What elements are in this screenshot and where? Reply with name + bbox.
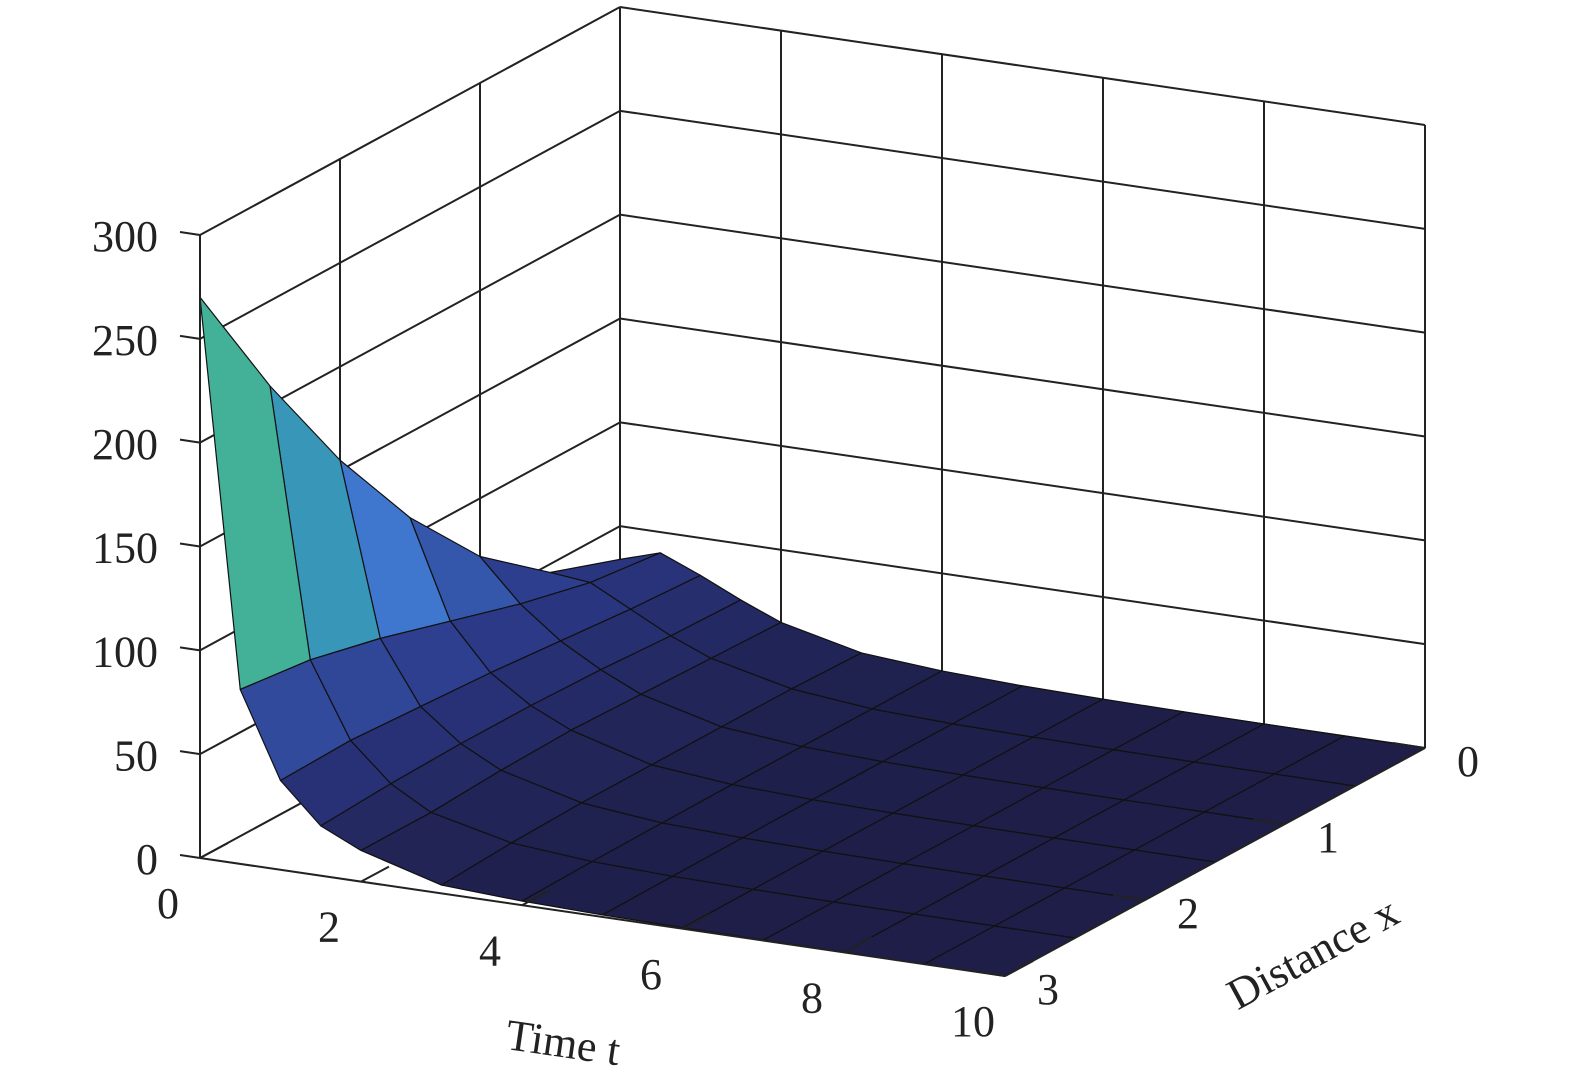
surface bbox=[199, 296, 1426, 977]
z-tick-label: 250 bbox=[92, 316, 158, 365]
walls bbox=[199, 6, 1426, 859]
grid-line bbox=[619, 317, 1426, 438]
z-tick-label: 300 bbox=[92, 212, 158, 261]
z-tick bbox=[179, 750, 201, 756]
x-axis-label: Time t bbox=[503, 1010, 623, 1075]
x-tick-label: 8 bbox=[801, 973, 823, 1022]
grid-line bbox=[619, 109, 1426, 230]
z-tick bbox=[179, 854, 201, 859]
y-axis-label: Distance x bbox=[1219, 887, 1407, 1019]
y-tick bbox=[1252, 818, 1286, 825]
x-tick-label: 0 bbox=[157, 879, 179, 928]
z-tick-label: 150 bbox=[92, 524, 158, 573]
x-tick bbox=[199, 842, 229, 859]
x-tick bbox=[843, 936, 873, 954]
z-tick bbox=[179, 542, 201, 548]
y-tick bbox=[1112, 894, 1146, 901]
y-tick bbox=[1392, 742, 1426, 749]
grid-line bbox=[619, 6, 1426, 126]
z-tick-label: 50 bbox=[114, 731, 158, 780]
z-tick bbox=[179, 646, 201, 652]
x-tick bbox=[360, 865, 390, 883]
y-axis-line bbox=[1004, 747, 1426, 977]
grid-line bbox=[619, 525, 1426, 646]
y-tick-label: 0 bbox=[1457, 737, 1479, 786]
y-tick bbox=[972, 970, 1006, 977]
x-axis-line bbox=[199, 857, 1006, 977]
y-tick-label: 3 bbox=[1037, 965, 1059, 1014]
grid-line bbox=[199, 109, 621, 340]
x-tick bbox=[1004, 960, 1034, 977]
z-tick bbox=[179, 334, 201, 340]
z-tick-label: 100 bbox=[92, 627, 158, 676]
x-tick-label: 6 bbox=[640, 950, 662, 999]
y-tick-label: 2 bbox=[1177, 889, 1199, 938]
z-tick-label: 0 bbox=[136, 835, 158, 884]
z-tick bbox=[179, 231, 201, 236]
z-tick-label: 200 bbox=[92, 420, 158, 469]
grid-line bbox=[619, 213, 1426, 334]
x-tick bbox=[521, 889, 551, 907]
x-tick bbox=[682, 912, 712, 930]
z-tick bbox=[179, 438, 201, 444]
grid-line bbox=[619, 421, 1426, 542]
x-tick-label: 4 bbox=[479, 926, 501, 975]
y-tick-label: 1 bbox=[1317, 813, 1339, 862]
x-tick-label: 10 bbox=[951, 997, 995, 1046]
grid-line bbox=[199, 6, 621, 236]
x-tick-label: 2 bbox=[318, 903, 340, 952]
